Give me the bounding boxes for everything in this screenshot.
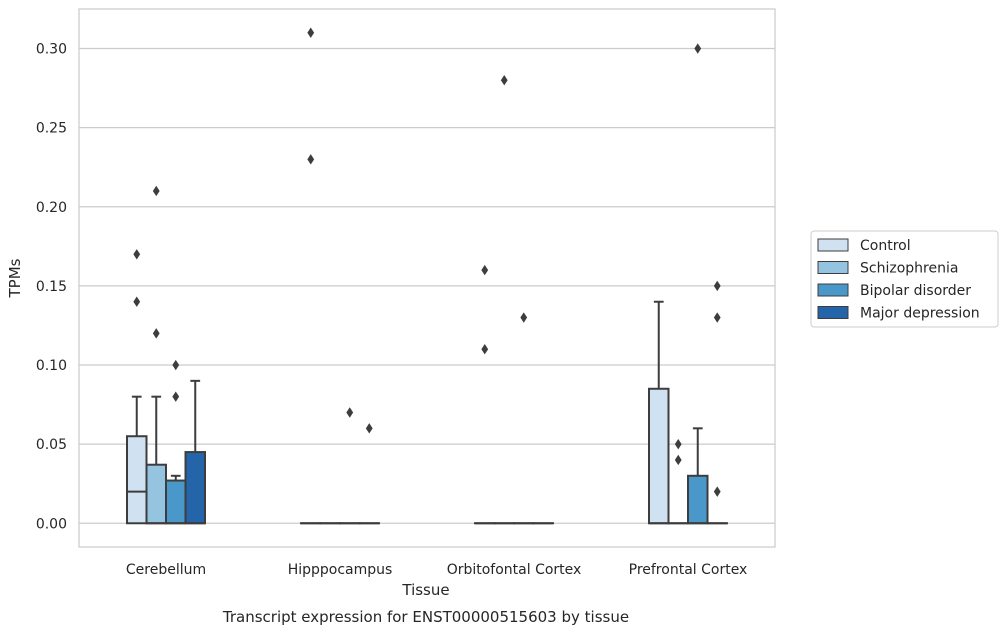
legend-swatch: [817, 283, 849, 297]
box: [126, 435, 148, 525]
outlier-point: [133, 296, 141, 307]
outlier-point: [346, 407, 354, 418]
outlier-point: [307, 154, 315, 165]
box-group: [165, 359, 187, 525]
legend-label: Schizophrenia: [860, 261, 958, 277]
x-tick-label: Prefrontal Cortex: [629, 562, 748, 578]
y-tick-label: 0.25: [36, 121, 67, 137]
y-tick-label: 0.20: [36, 200, 67, 216]
box-group: [687, 43, 709, 525]
outlier-point: [481, 264, 489, 276]
box-group: [184, 379, 206, 525]
legend-swatch: [817, 261, 849, 274]
outlier-point: [674, 438, 682, 450]
plot-frame: [78, 8, 776, 548]
outlier-point: [152, 185, 160, 197]
box: [687, 474, 709, 525]
outlier-point: [520, 312, 528, 323]
legend: Control Schizophrenia Bipolar disorder Majo…: [810, 230, 999, 328]
x-tick-label: Hipppocampus: [288, 562, 393, 578]
outlier-point: [172, 391, 180, 402]
x-axis-label: Tissue: [401, 581, 449, 599]
y-tick-label: 0.10: [36, 358, 67, 374]
outlier-point: [172, 359, 180, 371]
outlier-point: [674, 454, 682, 466]
x-axis-ticks: Cerebellum Hipppocampus Orbitofontal Corte…: [126, 562, 747, 578]
outlier-point: [365, 423, 373, 434]
legend-frame: [810, 230, 999, 328]
box: [648, 387, 670, 525]
box-plots: [126, 27, 728, 525]
box-group: [358, 423, 380, 525]
legend-swatch: [817, 238, 849, 252]
legend-label: Major depression: [860, 306, 980, 322]
x-tick-label: Orbitofontal Cortex: [447, 562, 582, 578]
outlier-point: [694, 43, 702, 54]
box: [165, 479, 187, 525]
y-axis-label: TPMs: [6, 258, 24, 298]
x-tick-label: Cerebellum: [126, 562, 206, 578]
legend-label: Control: [860, 238, 911, 254]
y-axis-ticks: 0.00 0.05 0.10 0.15 0.20 0.25 0.30: [36, 42, 67, 533]
y-tick-label: 0.05: [36, 437, 67, 453]
box-group: [145, 185, 167, 525]
outlier-point: [500, 75, 508, 86]
outlier-point: [307, 27, 315, 38]
y-tick-label: 0.15: [36, 279, 67, 295]
box-group: [126, 249, 148, 525]
outlier-point: [481, 344, 489, 355]
legend-label: Bipolar disorder: [860, 283, 971, 299]
y-tick-label: 0.00: [36, 516, 67, 532]
box: [184, 451, 206, 525]
outlier-point: [713, 312, 721, 323]
box-group: [706, 280, 728, 525]
outlier-point: [152, 328, 160, 339]
outlier-point: [713, 486, 721, 497]
box: [145, 463, 167, 525]
chart-caption: Transcript expression for ENST0000051560…: [222, 608, 629, 626]
y-tick-label: 0.30: [36, 42, 67, 58]
box-group: [648, 300, 670, 525]
outlier-point: [133, 249, 141, 260]
outlier-point: [713, 280, 721, 292]
legend-swatch: [817, 306, 849, 319]
